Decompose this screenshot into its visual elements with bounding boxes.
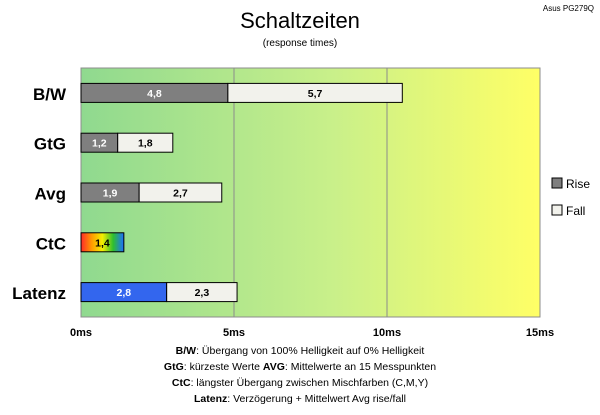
x-tick-label: 15ms [526,327,554,339]
data-label-fall: 2,3 [195,287,210,299]
category-label: Latenz [12,284,66,303]
category-label: B/W [33,85,67,104]
footnote-line: GtG: kürzeste Werte AVG: Mittelwerte an … [164,361,436,373]
legend-label-fall: Fall [566,204,585,218]
data-label-rise: 4,8 [147,88,162,100]
legend-swatch-rise [551,177,563,189]
category-label: Avg [35,185,67,204]
x-tick-label: 5ms [223,327,245,339]
footnote-line: Latenz: Verzögerung + Mittelwert Avg ris… [194,393,406,405]
bar-fall [227,82,403,103]
data-label-fall: 2,7 [173,188,188,200]
footnote-line: CtC: längster Übergang zwischen Mischfar… [172,377,428,389]
category-label: CtC [36,234,66,253]
footnote-line: B/W: Übergang von 100% Helligkeit auf 0%… [176,345,425,357]
category-label: GtG [34,135,66,154]
bar-fall [138,182,223,203]
data-label-fall: 1,8 [138,138,153,150]
data-label-rise: 1,2 [92,138,107,150]
chart-subtitle: (response times) [263,38,337,49]
legend-label-rise: Rise [566,177,590,191]
bar-fall [166,282,238,303]
corner-label: Asus PG279Q [543,4,594,13]
bar-fall [117,132,174,153]
data-label-rise: 2,8 [117,287,132,299]
data-label-rise: 1,9 [103,188,118,200]
data-label-rise: 1,4 [95,237,110,249]
x-tick-label: 10ms [373,327,401,339]
x-tick-label: 0ms [70,327,92,339]
legend-swatch-fall [551,204,563,216]
chart-title: Schaltzeiten [240,8,360,33]
bar-rise [80,232,125,253]
data-label-fall: 5,7 [308,88,323,100]
